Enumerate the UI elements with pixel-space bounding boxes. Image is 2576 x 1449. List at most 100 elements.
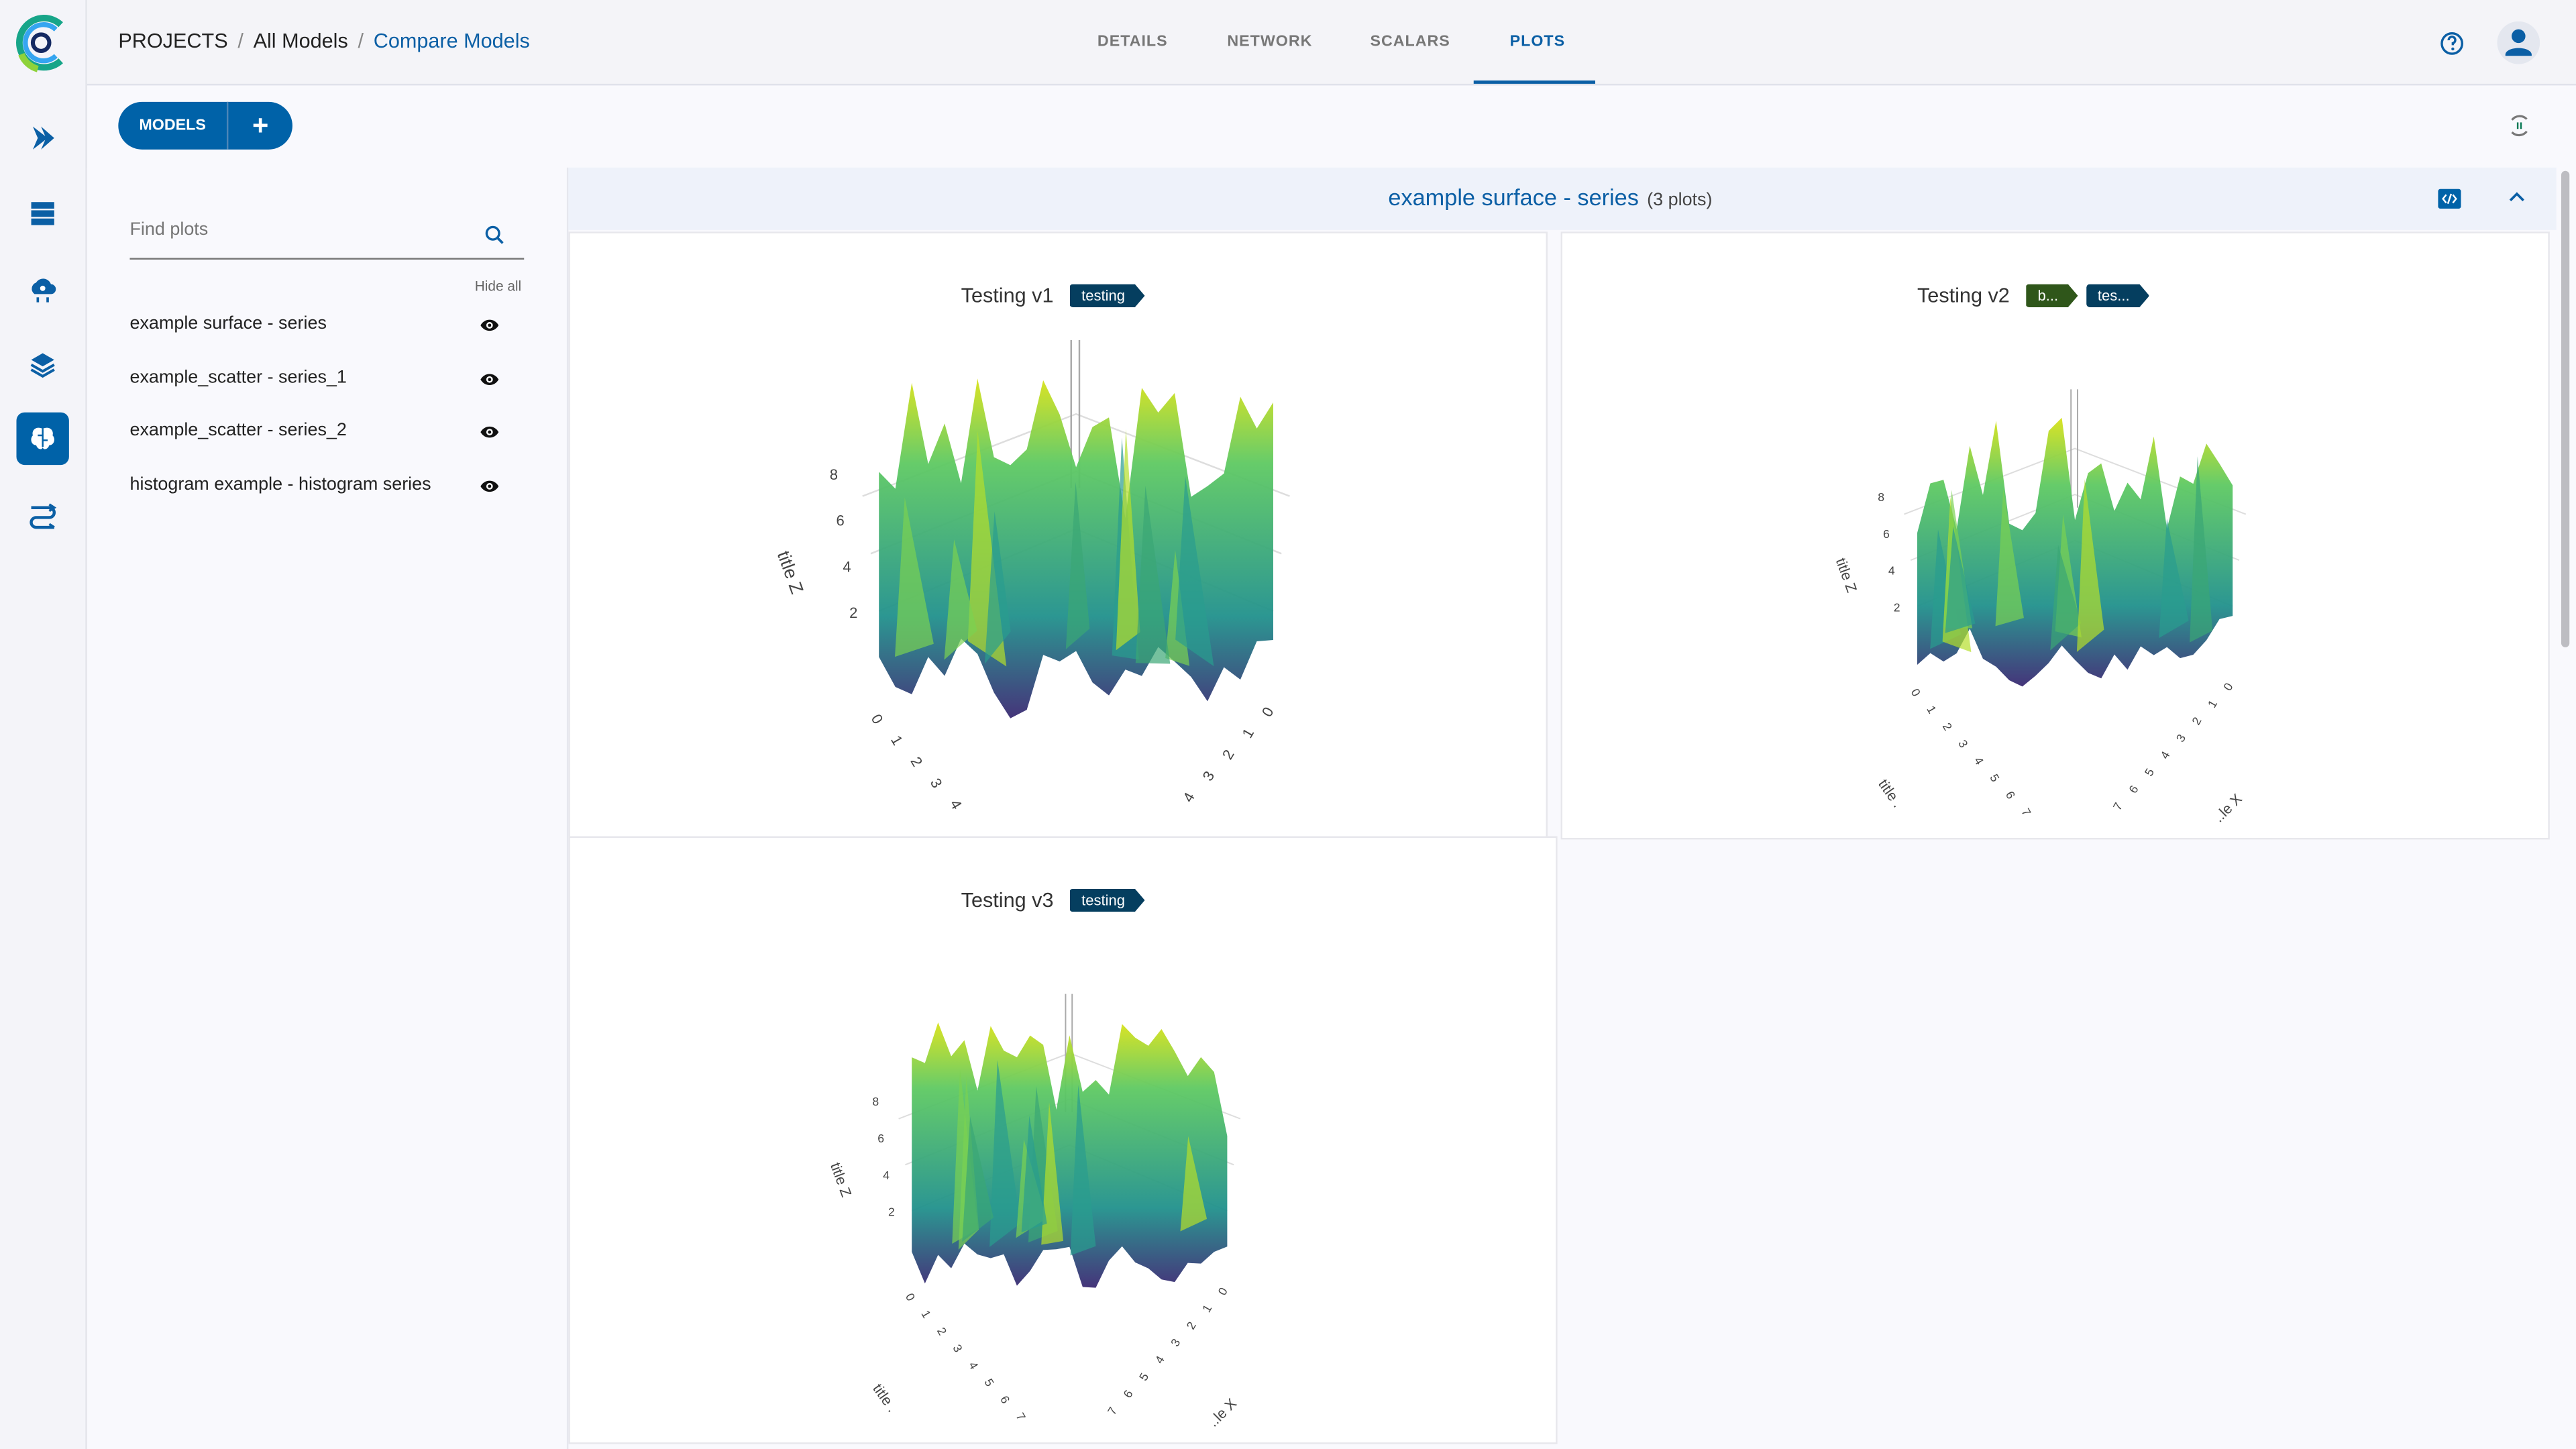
y-tick-label: 5: [981, 1377, 996, 1389]
x-tick-label: 7: [1105, 1405, 1120, 1417]
breadcrumb-projects[interactable]: PROJECTS: [118, 30, 228, 53]
y-tick-label: 1: [888, 733, 906, 748]
surface-facet: [1945, 526, 1976, 633]
add-model-button[interactable]: +: [252, 109, 269, 141]
cloud-gear-icon: [32, 278, 56, 303]
x-tick-label: 2: [1219, 747, 1238, 762]
section-title[interactable]: example surface - series: [1388, 184, 1639, 211]
user-avatar-icon[interactable]: [2497, 21, 2540, 64]
surface-facet: [984, 511, 1011, 664]
y-tick-label: 6: [2003, 789, 2018, 802]
surface-facet: [1135, 486, 1171, 664]
eye-visibility-icon[interactable]: [480, 480, 499, 493]
breadcrumb-separator: /: [237, 30, 244, 53]
x-tick-label: 0: [2220, 680, 2235, 693]
logo-icon[interactable]: [11, 11, 70, 74]
y-axis-title: title .: [1875, 776, 1907, 811]
y-tick-label: 3: [1955, 737, 1970, 750]
x-tick-label: 1: [2205, 698, 2220, 710]
nav-pipelines[interactable]: [16, 112, 68, 164]
models-button[interactable]: MODELS: [139, 116, 206, 135]
surface-facet: [2190, 456, 2213, 643]
x-tick-label: 1: [1199, 1302, 1214, 1314]
y-tick-label: 0: [1909, 686, 1923, 699]
scrollbar[interactable]: [2561, 170, 2570, 647]
breadcrumb-all-models[interactable]: All Models: [253, 30, 348, 53]
tab-network[interactable]: NETWORK: [1227, 32, 1313, 51]
x-tick-label: 0: [1216, 1285, 1230, 1298]
y-tick-label: 1: [1924, 703, 1939, 715]
x-tick-label: 1: [1238, 725, 1257, 741]
pipelines-icon: [32, 126, 54, 150]
find-plots-input[interactable]: [129, 213, 459, 247]
z-axis-title: title Z: [773, 548, 808, 596]
y-tick-label: 7: [2019, 806, 2033, 818]
nav-reports[interactable]: [16, 488, 68, 540]
help-icon[interactable]: [2440, 32, 2465, 56]
z-tick-label: 2: [888, 1205, 895, 1219]
nav-datasets[interactable]: [16, 187, 68, 239]
plot-title: Testing v3: [961, 888, 1054, 912]
nav-model-registry[interactable]: [16, 338, 68, 390]
surface-facet: [1116, 429, 1140, 651]
find-plots-field[interactable]: [129, 213, 525, 260]
plot-list-item[interactable]: example_scatter - series_2: [129, 421, 347, 441]
tab-plots[interactable]: PLOTS: [1509, 32, 1566, 51]
surface-facet: [944, 539, 977, 660]
z-axis-title: title Z: [1833, 555, 1861, 594]
surface-facet: [1070, 1085, 1096, 1256]
y-tick-label: 0: [868, 711, 887, 727]
active-tab-indicator: [1473, 80, 1595, 84]
x-tick-label: 6: [1121, 1387, 1136, 1400]
nav-orchestration[interactable]: [16, 263, 68, 315]
x-tick-label: 7: [2110, 800, 2125, 812]
plot-list-item[interactable]: histogram example - histogram series: [129, 474, 431, 495]
hide-all-link[interactable]: Hide all: [474, 277, 522, 294]
plot-list-item[interactable]: example_scatter - series_1: [129, 367, 347, 388]
surface-facet: [894, 497, 934, 657]
embed-code-icon[interactable]: [2438, 189, 2461, 209]
plot-list-item[interactable]: example surface - series: [129, 313, 327, 334]
plot-title: Testing v1: [961, 284, 1054, 307]
surface-facet: [989, 1060, 1021, 1247]
x-tick-label: 5: [1136, 1371, 1151, 1383]
x-tick-label: 2: [1184, 1320, 1199, 1332]
plot-title: Testing v2: [1917, 284, 2010, 307]
y-tick-label: 4: [947, 797, 965, 812]
z-tick-label: 4: [1888, 564, 1895, 578]
surface-facet: [1021, 1116, 1047, 1232]
tab-details[interactable]: DETAILS: [1097, 32, 1168, 51]
y-tick-label: 5: [1987, 771, 2002, 784]
eye-visibility-icon[interactable]: [480, 319, 499, 332]
eye-visibility-icon[interactable]: [480, 372, 499, 386]
y-tick-label: 2: [1940, 720, 1955, 733]
plots-list-panel: Hide all example surface - series exampl…: [87, 167, 569, 1449]
y-tick-label: 0: [903, 1291, 918, 1303]
breadcrumb-separator: /: [358, 30, 364, 53]
y-tick-label: 4: [1972, 755, 1986, 767]
x-tick-label: 0: [1258, 704, 1277, 720]
y-axis-title: title .: [869, 1381, 901, 1415]
surface-mesh: [912, 1022, 1228, 1288]
nav-models[interactable]: [16, 412, 69, 466]
surface-facet: [1180, 1136, 1208, 1232]
collapse-chevron-up-icon[interactable]: [2509, 191, 2525, 204]
x-tick-label: 5: [2142, 766, 2157, 779]
y-tick-label: 3: [950, 1342, 965, 1355]
x-tick-label: 6: [2126, 783, 2141, 796]
auto-refresh-pause-icon[interactable]: [2507, 113, 2532, 138]
y-tick-label: 2: [907, 754, 926, 769]
search-icon[interactable]: [484, 225, 504, 245]
y-tick-label: 3: [927, 775, 946, 791]
eye-visibility-icon[interactable]: [480, 426, 499, 439]
z-tick-label: 8: [872, 1095, 879, 1108]
tab-scalars[interactable]: SCALARS: [1370, 32, 1450, 51]
z-tick-label: 8: [1878, 490, 1884, 504]
models-button-group: MODELS +: [118, 101, 292, 150]
